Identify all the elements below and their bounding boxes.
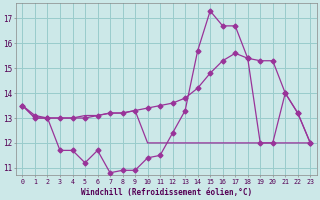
X-axis label: Windchill (Refroidissement éolien,°C): Windchill (Refroidissement éolien,°C) <box>81 188 252 197</box>
